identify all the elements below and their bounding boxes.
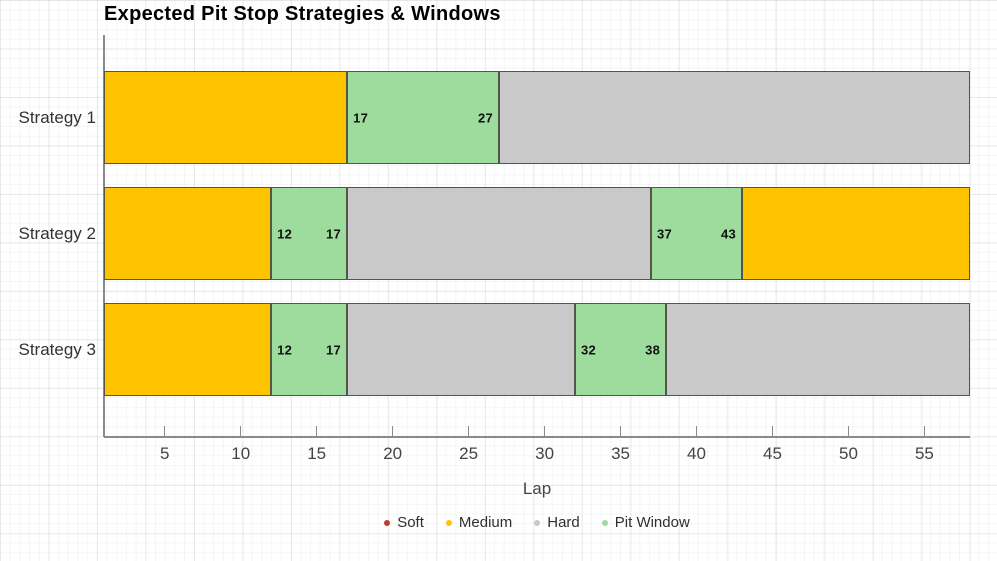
bar-segment-hard [347,303,575,396]
segment-end-lap-label: 17 [326,226,342,241]
bar-segment-pit_window: 12 17 [271,187,348,280]
segment-start-lap-label: 32 [580,342,597,357]
segment-end-lap-label: 43 [721,226,737,241]
x-axis-tick [696,426,698,436]
bar-segment-hard [499,71,970,164]
legend-item-soft[interactable]: Soft [384,514,424,531]
bar-segment-medium [104,303,272,396]
x-axis-tick [392,426,394,436]
x-axis-tick [771,426,773,436]
segment-start-lap-label: 37 [656,226,672,241]
bar-segment-medium [742,187,970,280]
legend-item-hard[interactable]: Hard [534,514,580,531]
legend-color-dot-icon [445,519,452,526]
x-axis-tick-label: 45 [763,444,782,463]
bar-segment-medium [104,71,348,164]
legend-item-pit-window[interactable]: Pit Window [601,514,690,531]
x-axis-tick [316,426,318,436]
x-axis-tick-label: 40 [687,444,706,463]
y-axis-line [103,35,105,437]
segment-start-lap-label: 12 [277,342,293,357]
segment-start-lap-label: 17 [353,110,369,125]
legend-label: Soft [397,514,424,531]
legend-label: Medium [458,514,513,531]
x-axis-tick-label: 15 [307,444,327,463]
x-axis-tick-label: 20 [383,444,403,463]
bar-segment-hard [347,187,651,280]
chart-title: Expected Pit Stop Strategies & Windows [104,3,501,25]
bar-segment-pit_window: 32 38 [574,303,667,396]
x-axis-tick-label: 10 [231,444,251,463]
x-axis-tick-label: 50 [838,444,858,463]
x-axis-tick-label: 5 [160,444,170,463]
x-axis-tick [164,426,166,436]
bar-segment-pit_window: 17 27 [347,71,499,164]
segment-start-lap-label: 12 [277,226,293,241]
x-axis-tick-label: 55 [914,444,934,463]
x-axis-tick [620,426,622,436]
x-axis-tick [468,426,470,436]
legend-label: Hard [547,514,580,531]
x-axis-tick [847,426,849,436]
legend-color-dot-icon [601,519,608,526]
y-axis-category-label: Strategy 3 [18,340,97,359]
legend: Soft Medium Hard Pit Window [104,514,970,531]
y-axis-category-label: Strategy 1 [18,108,97,127]
legend-item-medium[interactable]: Medium [445,514,513,531]
y-axis-category-label: Strategy 2 [18,224,97,243]
x-axis-tick-label: 35 [611,444,630,463]
x-axis-tick [544,426,546,436]
legend-color-dot-icon [534,519,541,526]
x-axis-title: Lap [522,479,552,498]
x-axis-tick [240,426,242,436]
bar-segment-pit_window: 12 17 [271,303,348,396]
x-axis-tick-label: 25 [459,444,479,463]
x-axis-line [104,436,970,438]
segment-end-lap-label: 17 [326,342,342,357]
legend-color-dot-icon [384,519,391,526]
bar-segment-pit_window: 37 43 [650,187,743,280]
x-axis-tick [923,426,925,436]
segment-end-lap-label: 38 [645,342,661,357]
x-axis-tick-label: 30 [535,444,555,463]
legend-label: Pit Window [614,514,690,531]
bar-segment-medium [104,187,272,280]
segment-end-lap-label: 27 [477,110,493,125]
bar-segment-hard [666,303,970,396]
